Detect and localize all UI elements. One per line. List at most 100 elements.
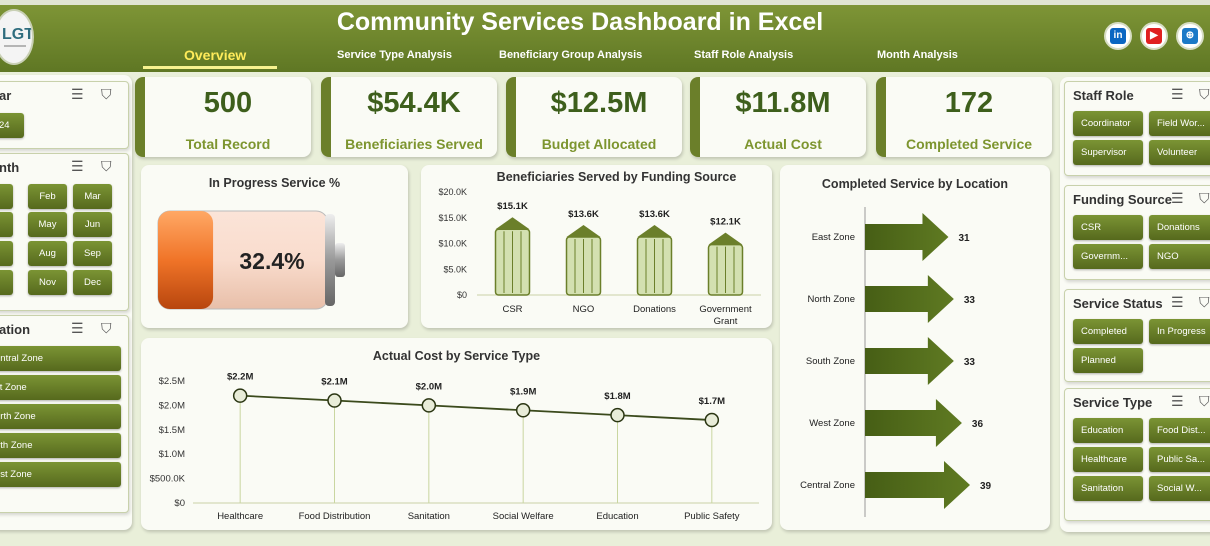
tab-staff-role-analysis[interactable]: Staff Role Analysis [694,49,794,61]
slicer-item-jul[interactable] [0,241,13,266]
slicer-item-nov[interactable]: Nov [28,270,67,295]
category-label: North Zone [807,294,855,305]
category-label: West Zone [809,418,855,429]
slicer-item-east-zone[interactable]: st Zone [0,375,121,400]
arrow-bar [865,275,954,323]
slicer-item[interactable]: Planned [1073,348,1143,373]
clear-filter-icon[interactable]: ⛉ [1199,393,1210,409]
y-tick-label: $500.0K [150,474,186,485]
slicer-item[interactable]: Food Dist... [1149,418,1210,443]
slicer-item[interactable]: CSR [1073,215,1143,240]
in-progress-card: In Progress Service % 32.4% [141,165,408,328]
kpi-label: Total Record [185,136,271,152]
data-label: $2.1M [321,377,347,388]
in-progress-title: In Progress Service % [208,176,341,190]
clear-filter-icon[interactable]: ⛉ [1199,190,1210,206]
y-tick-label: $0 [174,498,185,509]
company-logo: LGT [0,9,34,65]
clear-filter-icon[interactable]: ⛉ [1199,294,1210,310]
tab-service-type-analysis[interactable]: Service Type Analysis [337,49,452,61]
slicer-item-may[interactable]: May [28,212,67,237]
slicer-item-oct[interactable]: t [0,270,13,295]
data-label: $13.6K [568,209,599,220]
slicer-item[interactable]: Education [1073,418,1143,443]
slicer-item-apr[interactable]: r [0,212,13,237]
slicer-item[interactable]: Volunteer [1149,140,1210,165]
category-label: South Zone [806,356,855,367]
slicer-item-jun[interactable]: Jun [73,212,112,237]
multi-select-icon[interactable]: ☰ [1171,393,1184,409]
multi-select-icon[interactable]: ☰ [1171,190,1184,206]
slicer-item-aug[interactable]: Aug [28,241,67,266]
slicer-item[interactable]: Public Sa... [1149,447,1210,472]
clear-filter-icon[interactable]: ⛉ [101,320,112,336]
data-label: $1.8M [604,391,630,402]
data-label: $13.6K [639,209,670,220]
slicer-service-type: Service Type ☰ ⛉ Education Food Dist... Healt… [1064,388,1210,521]
data-label: 33 [964,295,976,306]
slicer-staff-role: Staff Role ☰ ⛉ Coordinator Field Wor... Super… [1064,81,1210,176]
slicer-item-central-zone[interactable]: entral Zone [0,346,121,371]
tab-month-analysis[interactable]: Month Analysis [877,49,958,61]
tab-beneficiary-group-analysis[interactable]: Beneficiary Group Analysis [499,49,643,61]
actual-cost-chart: $0 $500.0K $1.0M $1.5M $2.0M $2.5M $2.2M Health… [150,372,759,522]
slicer-item[interactable]: Social W... [1149,476,1210,501]
tab-overview[interactable]: Overview [184,47,247,63]
line-point [327,393,342,408]
y-tick-label: $2.0M [159,400,185,411]
x-tick-label: Public Safety [684,511,740,522]
clear-filter-icon[interactable]: ⛉ [101,86,112,102]
clear-filter-icon[interactable]: ⛉ [1199,86,1210,102]
slicer-item-2024[interactable]: 24 [0,113,24,138]
slicer-item[interactable]: Governm... [1073,244,1143,269]
actual-cost-chart-title: Actual Cost by Service Type [372,349,541,363]
slicer-item[interactable]: NGO [1149,244,1210,269]
slicer-item[interactable]: Donations [1149,215,1210,240]
multi-select-icon[interactable]: ☰ [1171,86,1184,102]
slicer-item[interactable]: Supervisor [1073,140,1143,165]
arrow-bar [865,213,949,261]
multi-select-icon[interactable]: ☰ [71,320,84,336]
linkedin-icon[interactable]: in [1104,22,1132,50]
slicer-title: Funding Source [1073,192,1172,207]
slicer-item-north-zone[interactable]: orth Zone [0,404,121,429]
slicer-year-title: ar [0,88,12,103]
category-label: Central Zone [800,480,855,491]
slicer-item-dec[interactable]: Dec [73,270,112,295]
data-label: 36 [972,419,984,430]
x-tick-label: Grant [714,316,738,327]
kpi-label: Budget Allocated [541,136,657,152]
data-label: 39 [980,481,992,492]
multi-select-icon[interactable]: ☰ [71,158,84,174]
data-label: $2.0M [416,381,442,392]
website-icon[interactable]: ⊕ [1176,22,1204,50]
kpi-value: $11.8M [735,87,831,119]
slicer-title: Staff Role [1073,88,1134,103]
slicer-item[interactable]: Coordinator [1073,111,1143,136]
slicer-item-mar[interactable]: Mar [73,184,112,209]
slicer-item[interactable]: Healthcare [1073,447,1143,472]
multi-select-icon[interactable]: ☰ [1171,294,1184,310]
actual-cost-chart-card: Actual Cost by Service Type $0 $500.0K $1.… [141,338,772,530]
kpi-value: $12.5M [550,87,648,119]
beneficiaries-chart-title: Beneficiaries Served by Funding Source [496,170,737,184]
kpi-card: 172 Completed Service [876,77,1052,157]
slicer-item-south-zone[interactable]: uth Zone [0,433,121,458]
slicer-item[interactable]: Completed [1073,319,1143,344]
clear-filter-icon[interactable]: ⛉ [101,158,112,174]
slicer-item-sep[interactable]: Sep [73,241,112,266]
line-point [515,403,531,418]
slicer-item-jan[interactable] [0,184,13,209]
slicer-item[interactable]: Sanitation [1073,476,1143,501]
dashboard-title: Community Services Dashboard in Excel [336,8,824,36]
youtube-icon[interactable]: ▶ [1140,22,1168,50]
slicer-item[interactable]: In Progress [1149,319,1210,344]
kpi-label: Actual Cost [744,136,822,152]
slicer-item[interactable]: Field Wor... [1149,111,1210,136]
slicer-item-feb[interactable]: Feb [28,184,67,209]
x-tick-label: NGO [573,304,595,315]
slicer-item-west-zone[interactable]: est Zone [0,462,121,487]
multi-select-icon[interactable]: ☰ [71,86,84,102]
slicer-year: ar ☰ ⛉ 24 [0,81,129,149]
